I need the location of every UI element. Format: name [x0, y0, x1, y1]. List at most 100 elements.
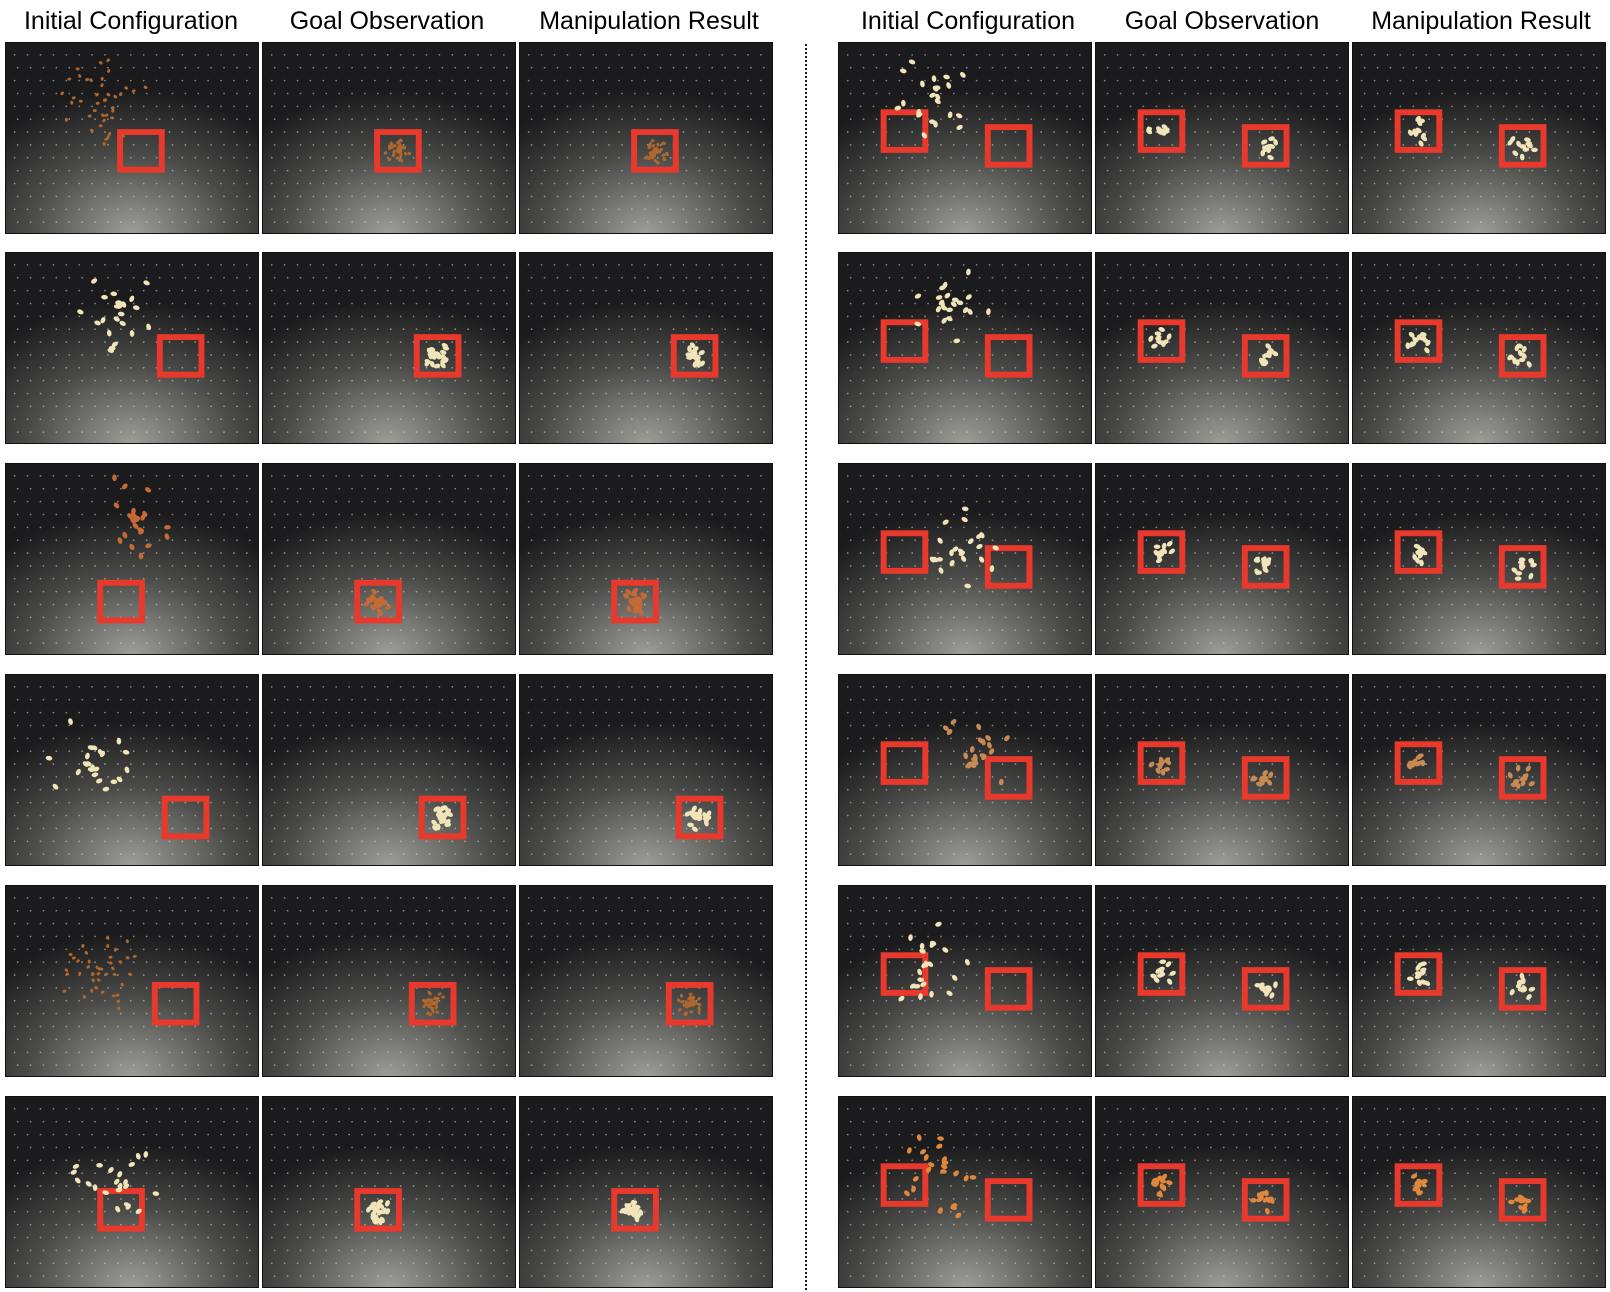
- breadboard-holes: [1103, 53, 1341, 224]
- photo-image: [6, 675, 258, 865]
- photo-image: [839, 675, 1091, 865]
- photo-left-row3-goal: [262, 463, 516, 655]
- lamp-glow: [1133, 464, 1311, 498]
- target-square: [97, 579, 145, 624]
- photo-right-row2-result: [1352, 252, 1606, 444]
- target-square: [418, 795, 467, 840]
- lamp-glow: [876, 464, 1054, 498]
- target-square: [1498, 545, 1547, 589]
- photo-left-row1-goal: [262, 42, 516, 234]
- photo-image: [520, 886, 772, 1076]
- breadboard-holes: [527, 53, 765, 224]
- header-right-goal: Goal Observation: [1124, 7, 1320, 35]
- items: [77, 278, 152, 353]
- breadboard-holes: [1103, 685, 1341, 856]
- items: [363, 588, 392, 617]
- lamp-glow: [300, 253, 478, 287]
- photo-right-row6-initial: [838, 1096, 1092, 1288]
- breadboard-holes: [1103, 263, 1341, 434]
- lamp-glow: [43, 886, 221, 920]
- lamp-glow: [876, 43, 1054, 77]
- items: [1412, 543, 1537, 581]
- photo-image: [839, 464, 1091, 654]
- lamp-glow: [1390, 1097, 1568, 1131]
- breadboard-holes: [1360, 263, 1598, 434]
- items: [929, 506, 999, 589]
- photo-image: [520, 675, 772, 865]
- target-square: [1241, 334, 1290, 378]
- photo-image: [1353, 886, 1605, 1076]
- target-square: [611, 1188, 659, 1232]
- target-square: [1137, 109, 1186, 153]
- photo-image: [6, 464, 258, 654]
- lamp-glow: [1390, 464, 1568, 498]
- breadboard-holes: [846, 474, 1084, 645]
- photo-right-row1-initial: [838, 42, 1092, 234]
- header-left-goal: Goal Observation: [289, 7, 485, 35]
- photo-image: [839, 886, 1091, 1076]
- target-square: [374, 129, 422, 173]
- photo-right-row4-goal: [1095, 674, 1349, 866]
- target-square: [354, 579, 402, 624]
- target-square: [1137, 952, 1186, 996]
- target-square: [413, 334, 462, 378]
- breadboard-holes: [1360, 474, 1598, 645]
- lamp-glow: [1133, 253, 1311, 287]
- photo-image: [1096, 675, 1348, 865]
- photo-image: [263, 43, 515, 233]
- items: [914, 268, 991, 344]
- breadboard-holes: [1360, 1107, 1598, 1278]
- breadboard-holes: [1360, 53, 1598, 224]
- target-square: [984, 545, 1033, 589]
- breadboard-holes: [1103, 896, 1341, 1067]
- items: [424, 342, 450, 369]
- target-square: [408, 981, 457, 1026]
- lamp-glow: [300, 886, 478, 920]
- target-square: [1498, 967, 1547, 1011]
- target-square: [1394, 952, 1443, 996]
- target-square: [1241, 967, 1290, 1011]
- photo-right-row5-initial: [838, 885, 1092, 1077]
- breadboard-holes: [846, 896, 1084, 1067]
- target-square: [1498, 1178, 1547, 1222]
- items: [1150, 959, 1278, 999]
- photo-left-row5-goal: [262, 885, 516, 1077]
- photo-right-row3-initial: [838, 463, 1092, 655]
- photo-left-row1-initial: [5, 42, 259, 234]
- photo-left-row5-initial: [5, 885, 259, 1077]
- lamp-glow: [876, 886, 1054, 920]
- target-square: [151, 981, 200, 1026]
- photo-left-row4-result: [519, 674, 773, 866]
- photo-image: [6, 886, 258, 1076]
- photo-right-row2-goal: [1095, 252, 1349, 444]
- breadboard-holes: [527, 263, 765, 434]
- photo-image: [520, 464, 772, 654]
- photo-left-row5-result: [519, 885, 773, 1077]
- target-square: [675, 795, 724, 840]
- breadboard-holes: [527, 896, 765, 1067]
- target-square: [1137, 1163, 1186, 1207]
- photo-right-row6-goal: [1095, 1096, 1349, 1288]
- items: [894, 59, 966, 139]
- items: [685, 342, 706, 368]
- photo-right-row4-initial: [838, 674, 1092, 866]
- breadboard-holes: [270, 1107, 508, 1278]
- photo-image: [520, 1097, 772, 1287]
- photo-left-row2-initial: [5, 252, 259, 444]
- lamp-glow: [1133, 886, 1311, 920]
- breadboard-holes: [527, 685, 765, 856]
- target-square: [984, 967, 1033, 1011]
- header-left-initial: Initial Configuration: [23, 7, 238, 35]
- photo-image: [263, 253, 515, 443]
- target-square: [984, 756, 1033, 800]
- target-square: [880, 109, 929, 153]
- photo-image: [1353, 675, 1605, 865]
- lamp-glow: [300, 43, 478, 77]
- items: [643, 139, 669, 165]
- photo-image: [839, 253, 1091, 443]
- items: [421, 990, 446, 1017]
- photo-left-row4-initial: [5, 674, 259, 866]
- target-square: [611, 579, 659, 624]
- photo-image: [839, 43, 1091, 233]
- target-square: [1137, 741, 1186, 785]
